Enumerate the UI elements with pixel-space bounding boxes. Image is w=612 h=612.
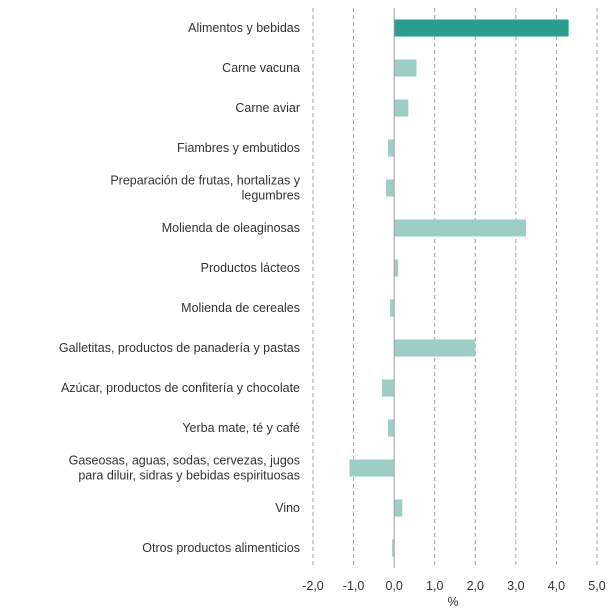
category-labels: Alimentos y bebidas Carne vacuna Carne avi… bbox=[59, 21, 301, 555]
category-label-0: Alimentos y bebidas bbox=[188, 21, 300, 35]
category-label-line: Vino bbox=[275, 501, 300, 515]
category-label-11: Gaseosas, aguas, sodas, cervezas, jugos p… bbox=[69, 454, 300, 483]
x-tick-label-3: 1,0 bbox=[426, 579, 443, 593]
grid-lines bbox=[312, 8, 598, 568]
category-label-line: Alimentos y bebidas bbox=[188, 21, 300, 35]
bar-12 bbox=[394, 499, 403, 517]
x-tick-label-1: -1,0 bbox=[343, 579, 365, 593]
category-label-3: Fiambres y embutidos bbox=[177, 141, 300, 155]
category-label-line: Azúcar, productos de confitería y chocol… bbox=[61, 381, 300, 395]
category-label-line: Yerba mate, té y café bbox=[182, 421, 300, 435]
category-label-line: Molienda de cereales bbox=[181, 301, 300, 315]
bar-5 bbox=[394, 219, 526, 237]
bar-0 bbox=[394, 19, 569, 37]
x-tick-label-5: 3,0 bbox=[507, 579, 524, 593]
bar-2 bbox=[394, 99, 409, 117]
bar-13 bbox=[392, 539, 395, 557]
category-label-2: Carne aviar bbox=[235, 101, 300, 115]
category-label-4: Preparación de frutas, hortalizas y legum… bbox=[110, 174, 300, 203]
bar-6 bbox=[394, 259, 399, 277]
bar-11 bbox=[349, 459, 395, 477]
x-tick-label-4: 2,0 bbox=[467, 579, 484, 593]
category-label-12: Vino bbox=[275, 501, 300, 515]
category-label-5: Molienda de oleaginosas bbox=[162, 221, 300, 235]
x-tick-label-2: 0,0 bbox=[385, 579, 402, 593]
category-label-line: Fiambres y embutidos bbox=[177, 141, 300, 155]
bar-1 bbox=[394, 59, 417, 77]
bar-9 bbox=[381, 379, 395, 397]
category-label-line: Preparación de frutas, hortalizas y bbox=[110, 174, 300, 188]
category-label-line: para diluir, sidras y bebidas espirituos… bbox=[78, 469, 300, 483]
category-label-line: Molienda de oleaginosas bbox=[162, 221, 300, 235]
bars bbox=[349, 19, 569, 557]
x-tick-labels: -2,0 -1,0 0,0 1,0 2,0 3,0 4,0 5,0 bbox=[302, 579, 606, 593]
bar-3 bbox=[388, 139, 395, 157]
x-axis-title: % bbox=[447, 595, 458, 609]
category-label-line: legumbres bbox=[242, 189, 300, 203]
x-tick-label-6: 4,0 bbox=[548, 579, 565, 593]
bar-7 bbox=[390, 299, 395, 317]
category-label-line: Galletitas, productos de panadería y pas… bbox=[59, 341, 300, 355]
x-tick-label-0: -2,0 bbox=[302, 579, 324, 593]
category-label-line: Carne aviar bbox=[235, 101, 300, 115]
category-label-line: Productos lácteos bbox=[201, 261, 300, 275]
bar-4 bbox=[386, 179, 395, 197]
x-tick-label-7: 5,0 bbox=[588, 579, 605, 593]
bar-10 bbox=[388, 419, 395, 437]
bar-8 bbox=[394, 339, 476, 357]
category-label-line: Carne vacuna bbox=[222, 61, 300, 75]
category-label-7: Molienda de cereales bbox=[181, 301, 300, 315]
category-label-13: Otros productos alimenticios bbox=[142, 541, 300, 555]
category-label-10: Yerba mate, té y café bbox=[182, 421, 300, 435]
category-label-6: Productos lácteos bbox=[201, 261, 300, 275]
category-label-8: Galletitas, productos de panadería y pas… bbox=[59, 341, 300, 355]
category-label-line: Gaseosas, aguas, sodas, cervezas, jugos bbox=[69, 454, 300, 468]
category-label-1: Carne vacuna bbox=[222, 61, 300, 75]
category-label-9: Azúcar, productos de confitería y chocol… bbox=[61, 381, 300, 395]
category-label-line: Otros productos alimenticios bbox=[142, 541, 300, 555]
